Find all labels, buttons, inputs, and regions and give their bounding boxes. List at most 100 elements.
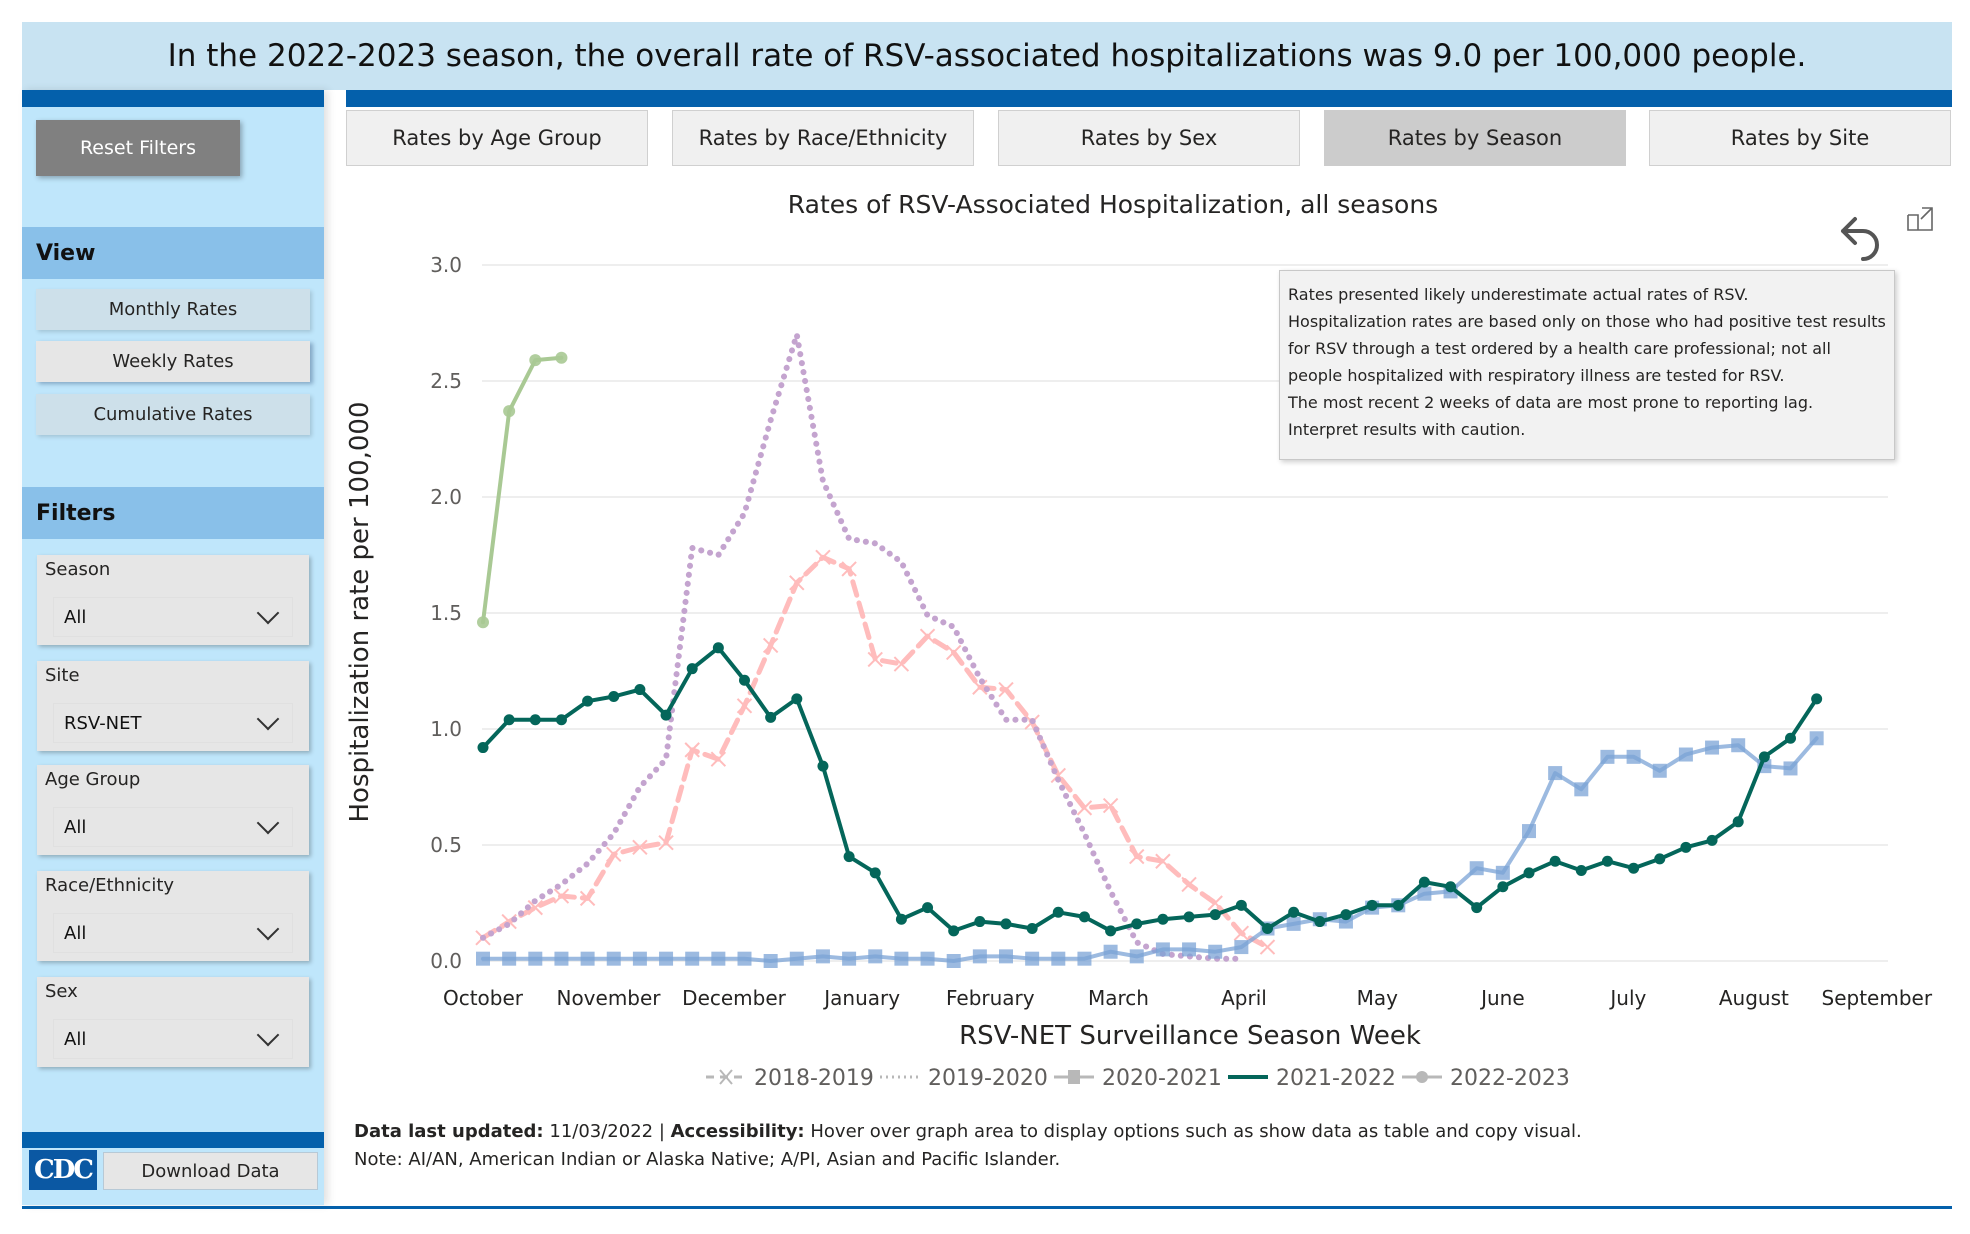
- data-point[interactable]: [974, 916, 986, 928]
- data-point[interactable]: [815, 949, 830, 964]
- data-point[interactable]: [1077, 951, 1092, 966]
- data-point[interactable]: [1000, 918, 1012, 930]
- data-point[interactable]: [1785, 732, 1796, 744]
- data-point[interactable]: [815, 549, 831, 566]
- legend-label[interactable]: 2019-2020: [928, 1066, 1048, 1091]
- filter-dropdown[interactable]: All: [53, 1019, 293, 1059]
- data-point[interactable]: [529, 354, 542, 367]
- data-point[interactable]: [582, 695, 594, 707]
- data-point[interactable]: [1259, 939, 1276, 955]
- data-point[interactable]: [1445, 881, 1457, 893]
- filter-dropdown[interactable]: All: [53, 913, 293, 953]
- data-point[interactable]: [1652, 763, 1667, 778]
- data-point[interactable]: [1548, 766, 1563, 781]
- filter-dropdown[interactable]: All: [53, 807, 293, 847]
- data-point[interactable]: [1418, 876, 1430, 888]
- data-point[interactable]: [1732, 816, 1744, 828]
- data-point[interactable]: [1601, 855, 1613, 867]
- tab-rates-by-season[interactable]: Rates by Season: [1324, 110, 1626, 166]
- data-point[interactable]: [1182, 942, 1197, 957]
- data-point[interactable]: [946, 954, 961, 968]
- data-point[interactable]: [789, 575, 805, 591]
- data-point[interactable]: [1574, 782, 1589, 797]
- data-point[interactable]: [1129, 949, 1144, 964]
- tab-rates-by-site[interactable]: Rates by Site: [1649, 110, 1951, 166]
- tab-rates-by-sex[interactable]: Rates by Sex: [998, 110, 1300, 166]
- data-point[interactable]: [1157, 913, 1169, 925]
- data-point[interactable]: [503, 405, 516, 418]
- data-point[interactable]: [1549, 855, 1561, 867]
- data-point[interactable]: [658, 834, 674, 851]
- data-point[interactable]: [841, 561, 857, 577]
- data-point[interactable]: [1654, 853, 1666, 865]
- legend-label[interactable]: 2020-2021: [1102, 1066, 1222, 1091]
- data-point[interactable]: [1103, 944, 1118, 959]
- data-point[interactable]: [1497, 881, 1509, 893]
- data-point[interactable]: [1340, 909, 1352, 921]
- data-point[interactable]: [660, 709, 672, 721]
- data-point[interactable]: [606, 846, 622, 862]
- data-point[interactable]: [1052, 906, 1064, 918]
- data-point[interactable]: [1809, 731, 1824, 746]
- data-point[interactable]: [1025, 951, 1040, 966]
- data-point[interactable]: [1233, 925, 1250, 941]
- data-point[interactable]: [555, 714, 567, 726]
- series-line-2018-2019[interactable]: [480, 554, 1270, 950]
- data-point[interactable]: [1207, 895, 1223, 911]
- data-point[interactable]: [503, 714, 515, 726]
- data-point[interactable]: [922, 902, 934, 914]
- data-point[interactable]: [1783, 761, 1798, 776]
- data-point[interactable]: [1183, 911, 1195, 923]
- data-point[interactable]: [1105, 925, 1117, 937]
- data-point[interactable]: [1288, 906, 1300, 918]
- data-point[interactable]: [1102, 797, 1119, 814]
- data-point[interactable]: [502, 951, 517, 966]
- data-point[interactable]: [1076, 800, 1093, 816]
- data-point[interactable]: [999, 949, 1013, 964]
- data-point[interactable]: [1129, 848, 1145, 865]
- data-point[interactable]: [1575, 865, 1587, 877]
- data-point[interactable]: [555, 351, 568, 364]
- data-point[interactable]: [868, 949, 883, 964]
- data-point[interactable]: [579, 890, 596, 907]
- data-point[interactable]: [765, 711, 777, 723]
- data-point[interactable]: [1366, 899, 1378, 911]
- data-point[interactable]: [632, 839, 648, 856]
- data-point[interactable]: [1131, 918, 1143, 930]
- focus-mode-icon[interactable]: [1906, 206, 1934, 232]
- data-point[interactable]: [711, 951, 726, 966]
- data-point[interactable]: [477, 616, 489, 629]
- data-point[interactable]: [1705, 740, 1720, 755]
- data-point[interactable]: [712, 642, 724, 654]
- data-point[interactable]: [1262, 923, 1273, 935]
- data-point[interactable]: [476, 951, 490, 966]
- line-chart[interactable]: 0.0 0.5 1.0 1.5 2.0 2.5 3.0 October November Dece…: [340, 240, 1970, 1110]
- legend-label[interactable]: 2022-2023: [1450, 1066, 1570, 1091]
- data-point[interactable]: [737, 951, 752, 966]
- undo-icon[interactable]: [1837, 213, 1881, 263]
- data-point[interactable]: [817, 760, 829, 772]
- legend-label[interactable]: 2021-2022: [1276, 1066, 1396, 1091]
- download-data-button[interactable]: Download Data: [103, 1152, 318, 1190]
- data-point[interactable]: [1678, 747, 1693, 762]
- data-point[interactable]: [1235, 899, 1247, 911]
- data-point[interactable]: [1234, 940, 1249, 955]
- reset-filters-button[interactable]: Reset Filters: [36, 120, 240, 176]
- data-point[interactable]: [867, 651, 883, 668]
- data-point[interactable]: [710, 751, 727, 767]
- data-point[interactable]: [1522, 824, 1536, 839]
- data-point[interactable]: [685, 951, 700, 966]
- data-point[interactable]: [1051, 951, 1066, 966]
- data-point[interactable]: [791, 693, 803, 705]
- data-point[interactable]: [843, 851, 855, 863]
- data-point[interactable]: [763, 954, 778, 968]
- data-point[interactable]: [1314, 916, 1326, 928]
- data-point[interactable]: [869, 867, 881, 879]
- legend-label[interactable]: 2018-2019: [754, 1066, 874, 1091]
- data-point[interactable]: [529, 714, 541, 726]
- filter-dropdown[interactable]: RSV-NET: [53, 703, 293, 743]
- data-point[interactable]: [659, 951, 674, 966]
- data-point[interactable]: [632, 951, 647, 966]
- data-point[interactable]: [789, 951, 804, 966]
- data-point[interactable]: [634, 684, 646, 696]
